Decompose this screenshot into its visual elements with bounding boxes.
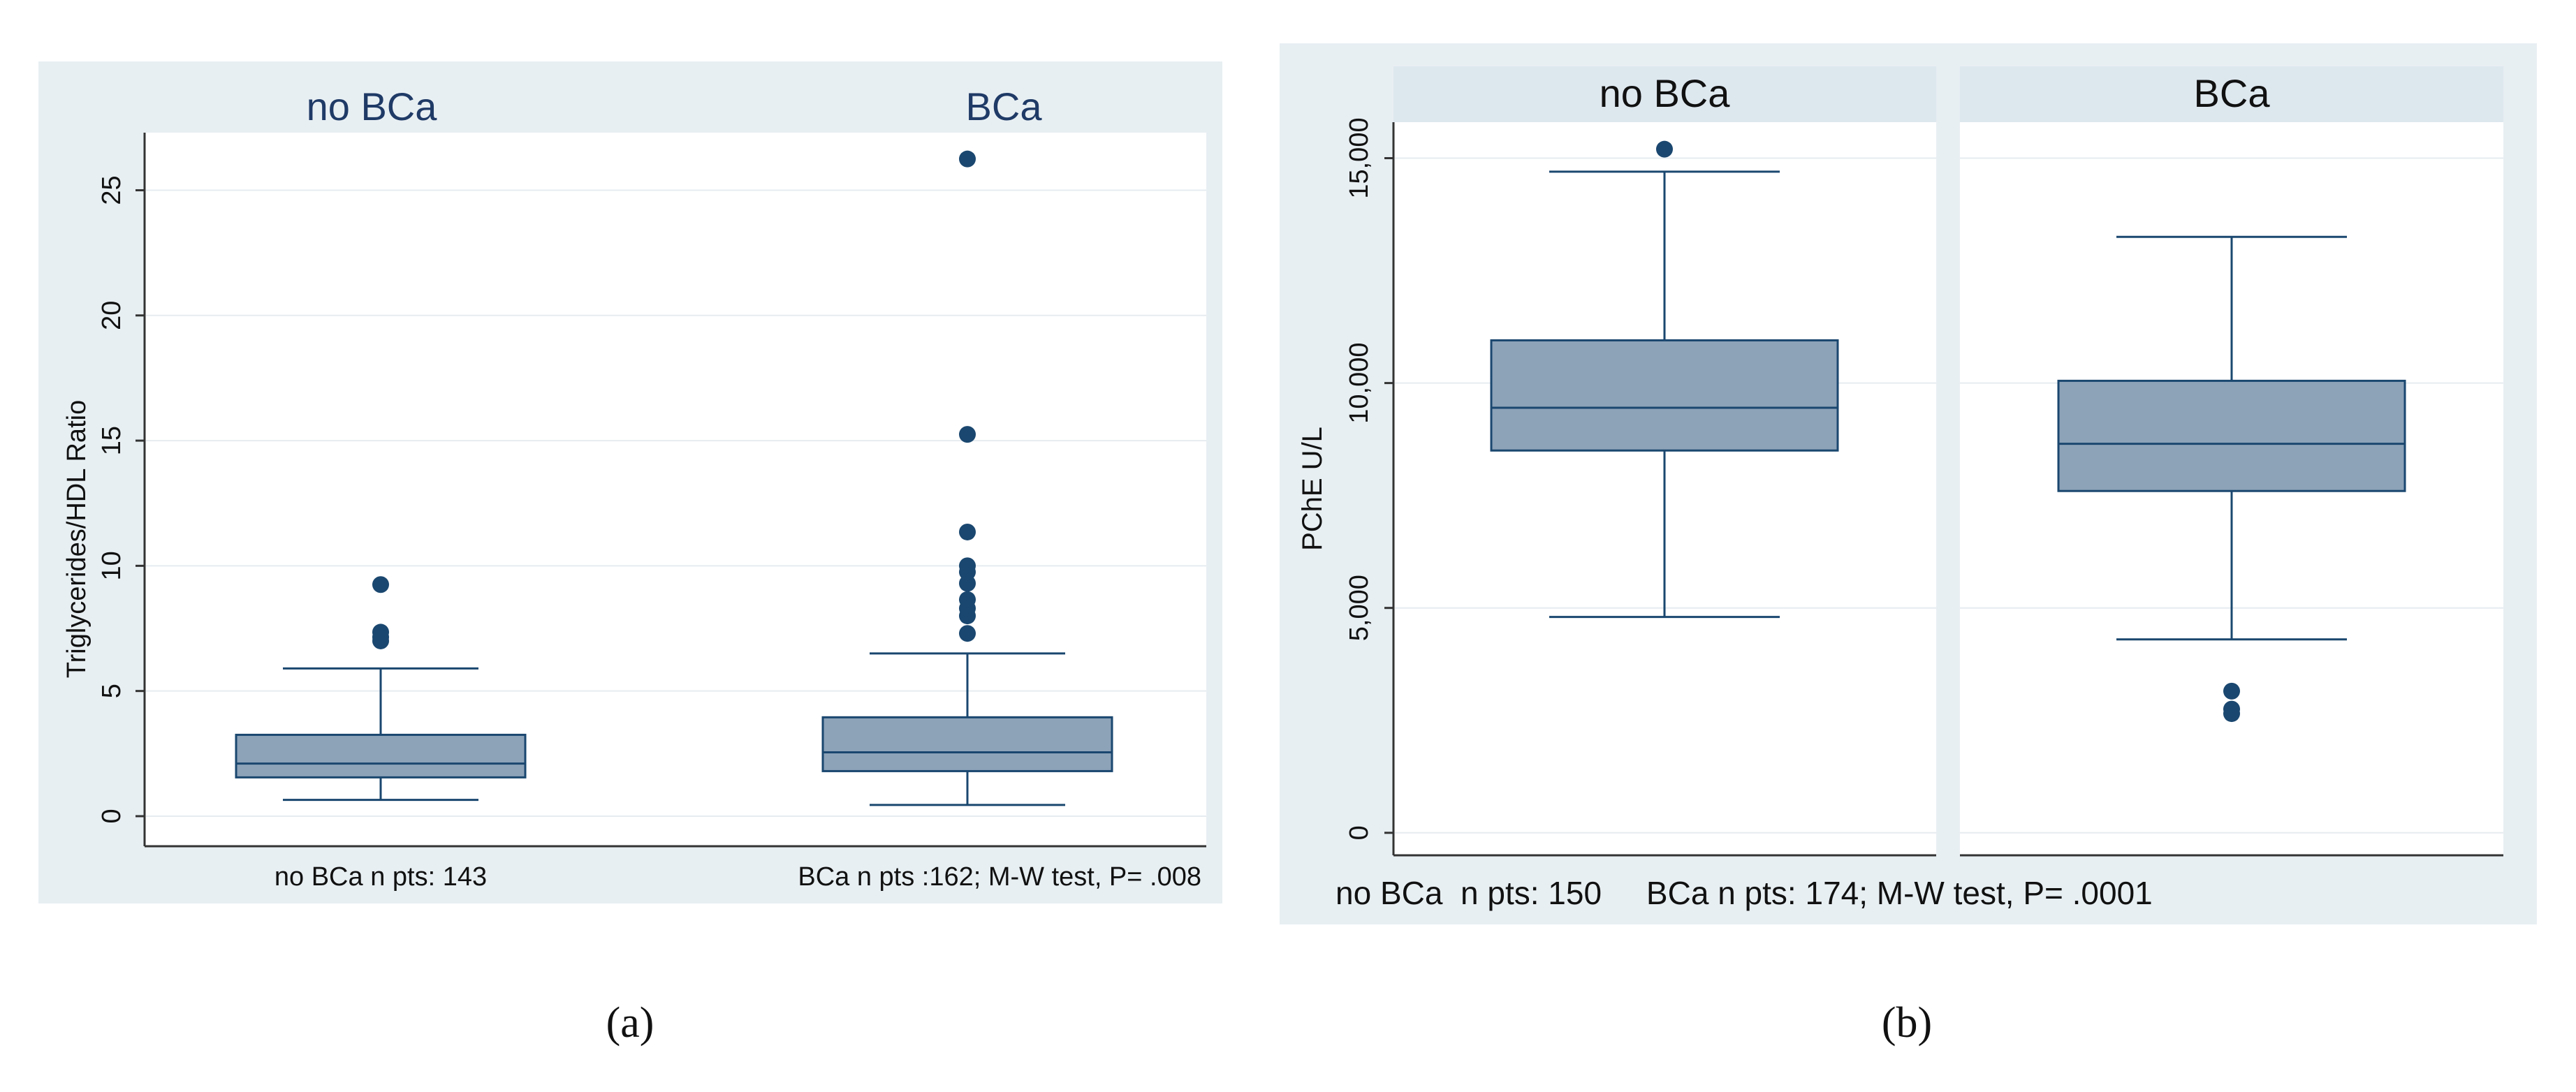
panel-a-group-title-bca: BCa [966, 84, 1043, 128]
panel-a-group-bca-outlier [959, 591, 976, 608]
panel-a-group-bca-outlier [959, 557, 976, 575]
panel-a: 0 5 10 15 20 25 no BCa BCa Triglycerides/HDL … [38, 61, 1222, 903]
panel-b-group-bca-box [2057, 379, 2406, 492]
panel-a-y-ticks: 0 5 10 15 20 25 [97, 175, 145, 824]
panel-b: no BCa BCa 0 5,000 10,000 15,000 PChE U/L n… [1280, 43, 2537, 924]
panel-b-group-no-bca-outlier [1656, 140, 1673, 158]
panel-a-group-bca-box [821, 716, 1113, 772]
panel-b-group-title-no-bca: no BCa [1600, 71, 1731, 115]
panel-b-tick-label: 0 [1345, 825, 1374, 840]
panel-b-group-no-bca-box [1490, 339, 1839, 452]
panel-a-group-no-bca-box [235, 733, 527, 779]
panel-b-y-ticks: 0 5,000 10,000 15,000 [1345, 117, 1393, 840]
panel-a-group-bca-outlier [959, 426, 976, 443]
panel-a-caption-label: (a) [606, 999, 654, 1047]
panel-b-caption-label: (b) [1882, 999, 1932, 1047]
panel-b-group-bca-outlier [2223, 682, 2240, 700]
panel-b-header-bca [1960, 66, 2503, 122]
panel-b-tick-label: 15,000 [1345, 117, 1374, 198]
panel-a-gridlines [146, 189, 1206, 817]
panel-b-tick-label: 5,000 [1345, 575, 1374, 641]
panel-a-group-no-bca-outlier [372, 624, 389, 641]
panel-a-group-bca-outlier [959, 150, 976, 168]
panel-b-group-bca-outlier [2223, 700, 2240, 718]
panel-a-group-title-no-bca: no BCa [307, 84, 438, 128]
panel-a-group-bca-outlier [959, 625, 976, 642]
panel-a-tick-label: 25 [97, 175, 126, 205]
panel-b-group-title-bca: BCa [2194, 71, 2271, 115]
panel-a-y-axis-label: Triglycerides/HDL Ratio [62, 400, 92, 678]
panel-a-group-bca-outlier [959, 523, 976, 540]
panel-a-tick-label: 10 [97, 551, 126, 580]
panel-b-y-axis-label: PChE U/L [1297, 427, 1328, 551]
panel-a-footnote-no-bca: no BCa n pts: 143 [275, 862, 487, 892]
panel-b-boxes [1490, 140, 2406, 723]
panel-a-boxes [235, 150, 1113, 806]
panel-b-tick-label: 10,000 [1345, 343, 1374, 424]
panel-b-footnote: no BCa n pts: 150 BCa n pts: 174; M-W te… [1335, 875, 2153, 911]
panel-a-tick-label: 5 [97, 684, 126, 698]
panel-a-tick-label: 0 [97, 809, 126, 823]
panel-a-tick-label: 15 [97, 426, 126, 455]
panel-b-header-no-bca [1393, 66, 1936, 122]
panel-a-footnote-bca: BCa n pts :162; M-W test, P= .008 [798, 862, 1201, 892]
panel-a-group-no-bca-outlier [372, 576, 389, 593]
panel-a-tick-label: 20 [97, 301, 126, 330]
